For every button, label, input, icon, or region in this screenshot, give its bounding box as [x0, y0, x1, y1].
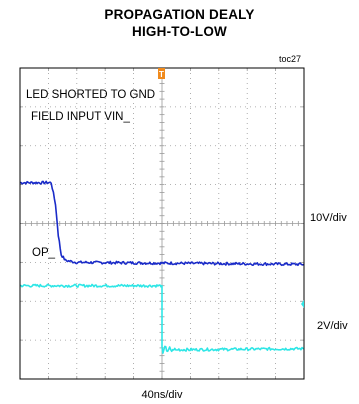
ch2-scale-label: 2V/div [317, 320, 348, 332]
ch1-scale-label: 10V/div [310, 212, 347, 224]
traces [19, 180, 305, 355]
annotation-led-shorted: LED SHORTED TO GND [26, 89, 155, 101]
field-input-trace [19, 180, 305, 267]
chart-title-line-2: HIGH-TO-LOW [132, 24, 227, 39]
trigger-marker: T [158, 68, 165, 79]
trigger-marker-box [158, 68, 165, 79]
trigger-marker-letter: T [159, 70, 164, 79]
chart-title: PROPAGATION DEALY HIGH-TO-LOW [0, 6, 359, 40]
annotation-op: OP_ [32, 247, 56, 259]
figure-id: toc27 [279, 54, 301, 64]
ch2-reference-marker [301, 300, 304, 308]
annotation-field-input: FIELD INPUT VIN_ [31, 111, 130, 123]
grid [19, 67, 305, 380]
op-trace [20, 283, 305, 355]
chart-title-line-1: PROPAGATION DEALY [104, 7, 255, 22]
time-scale-label: 40ns/div [142, 389, 183, 401]
